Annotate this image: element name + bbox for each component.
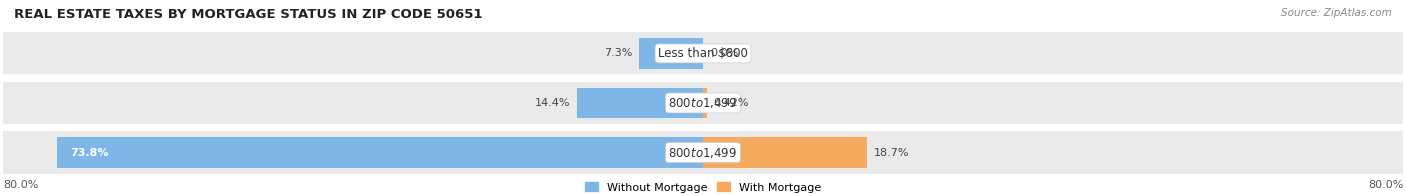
Text: Source: ZipAtlas.com: Source: ZipAtlas.com	[1281, 8, 1392, 18]
Bar	[58, 137, 703, 168]
Text: $800 to $1,499: $800 to $1,499	[668, 96, 738, 110]
Bar	[3, 32, 1403, 74]
Bar	[3, 82, 1403, 124]
Text: 0.42%: 0.42%	[714, 98, 749, 108]
Text: 73.8%: 73.8%	[70, 147, 108, 158]
Text: REAL ESTATE TAXES BY MORTGAGE STATUS IN ZIP CODE 50651: REAL ESTATE TAXES BY MORTGAGE STATUS IN …	[14, 8, 482, 21]
Bar	[703, 88, 707, 118]
Text: 0.0%: 0.0%	[710, 48, 738, 58]
Text: 14.4%: 14.4%	[534, 98, 569, 108]
Text: 80.0%: 80.0%	[3, 180, 38, 190]
Text: 7.3%: 7.3%	[603, 48, 633, 58]
Text: Less than $800: Less than $800	[658, 47, 748, 60]
Bar	[640, 38, 703, 69]
Text: 80.0%: 80.0%	[1368, 180, 1403, 190]
Bar	[703, 137, 866, 168]
Text: $800 to $1,499: $800 to $1,499	[668, 145, 738, 160]
Bar	[576, 88, 703, 118]
Bar	[3, 131, 1403, 174]
Legend: Without Mortgage, With Mortgage: Without Mortgage, With Mortgage	[585, 182, 821, 193]
Text: 18.7%: 18.7%	[873, 147, 910, 158]
